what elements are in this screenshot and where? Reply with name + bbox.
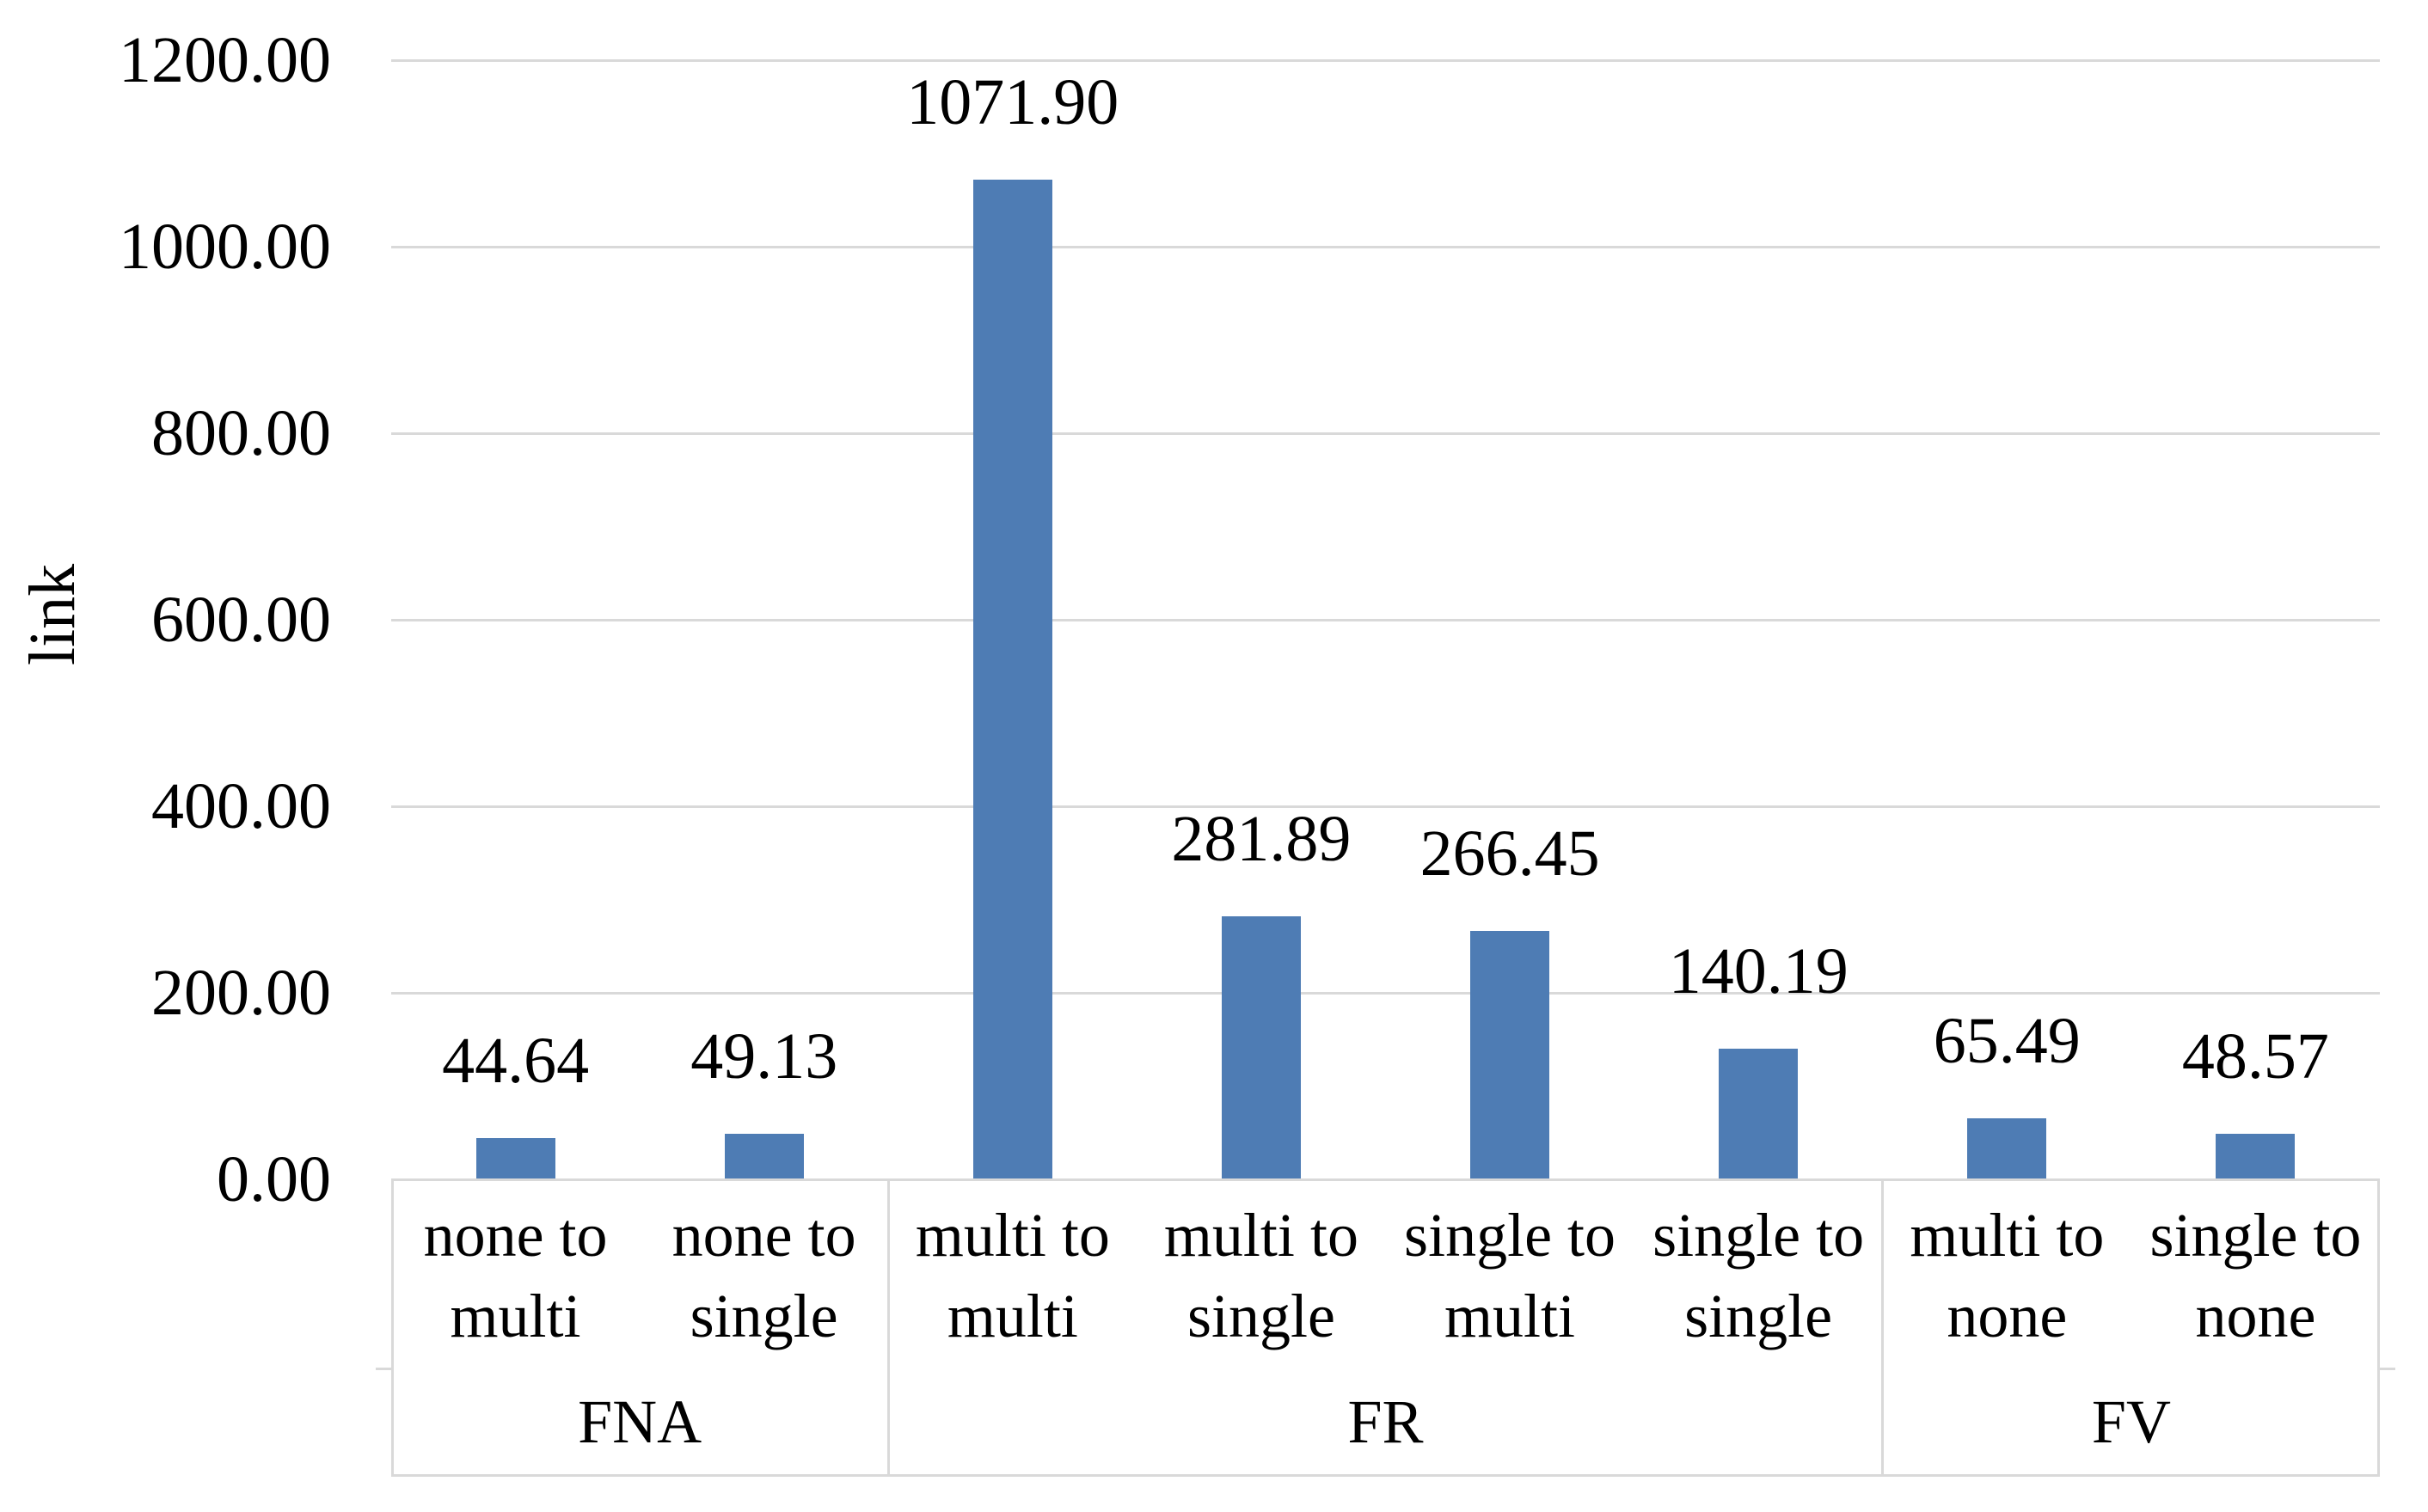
bar — [2216, 1134, 2296, 1179]
gridline — [391, 618, 2380, 621]
axis-box-left — [391, 1179, 394, 1477]
gridline — [391, 245, 2380, 248]
bar-value-label: 1071.90 — [906, 66, 1119, 138]
bar-value-label: 266.45 — [1419, 817, 1600, 890]
bar — [724, 1133, 804, 1179]
level-tick-left — [376, 1367, 391, 1370]
y-tick-label: 1200.00 — [119, 24, 331, 96]
x-group-label: FNA — [578, 1387, 702, 1456]
level-tick-right — [2380, 1367, 2395, 1370]
x-category-label: multi to single — [1163, 1200, 1358, 1350]
group-divider — [1881, 1179, 1885, 1477]
y-tick-label: 1000.00 — [119, 211, 331, 283]
bar-value-label: 49.13 — [690, 1019, 838, 1093]
bar-value-label: 65.49 — [1933, 1004, 2081, 1077]
gridline — [391, 991, 2380, 995]
x-group-label: FV — [2091, 1387, 2171, 1456]
y-tick-label: 400.00 — [151, 770, 331, 842]
x-category-label: single to single — [1652, 1200, 1865, 1350]
y-tick-label: 600.00 — [151, 584, 331, 656]
bar-value-label: 44.64 — [442, 1024, 590, 1097]
y-tick-label: 800.00 — [151, 397, 331, 469]
bar — [1221, 916, 1301, 1179]
gridline — [391, 58, 2380, 62]
gridline — [391, 805, 2380, 808]
y-tick-label: 200.00 — [151, 957, 331, 1029]
x-category-label: single to multi — [1404, 1200, 1616, 1350]
x-category-label: multi to multi — [915, 1200, 1110, 1350]
bar — [1470, 930, 1550, 1179]
bar-value-label: 48.57 — [2181, 1020, 2329, 1093]
axis-box-right — [2377, 1179, 2380, 1477]
bar-value-label: 140.19 — [1668, 934, 1849, 1007]
bar — [1967, 1117, 2047, 1179]
x-axis-line — [391, 1178, 2380, 1181]
bar — [475, 1137, 555, 1179]
bar — [972, 180, 1052, 1179]
bar-value-label: 281.89 — [1171, 803, 1352, 876]
x-category-label: multi to none — [1910, 1200, 2105, 1350]
x-category-label: single to none — [2149, 1200, 2362, 1350]
x-group-label: FR — [1347, 1387, 1424, 1456]
y-tick-label: 0.00 — [217, 1143, 331, 1215]
axis-box-bottom — [391, 1474, 2380, 1477]
gridline — [391, 432, 2380, 435]
x-category-label: none to single — [671, 1200, 856, 1350]
bar — [1719, 1048, 1799, 1179]
group-divider — [886, 1179, 890, 1477]
x-category-label: none to multi — [423, 1200, 608, 1350]
